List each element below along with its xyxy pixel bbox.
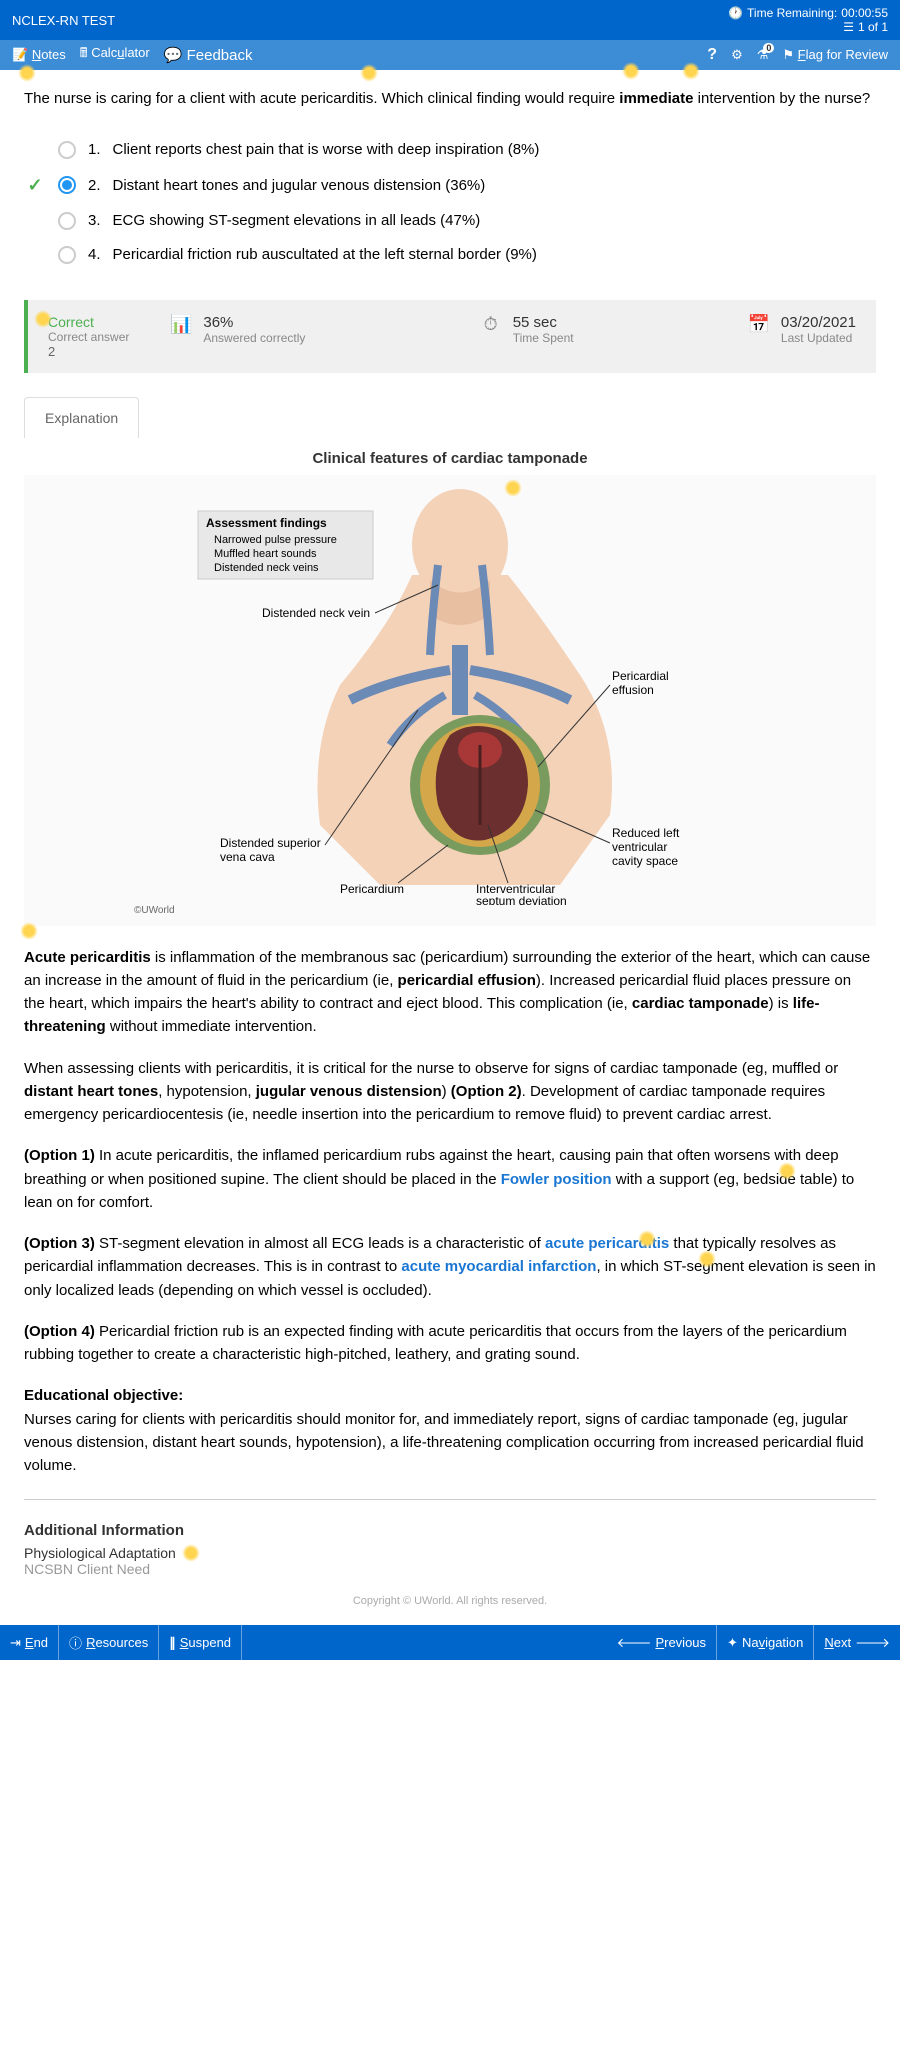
notes-button[interactable]: 📝 NNotesotes bbox=[12, 47, 66, 63]
radio-icon bbox=[58, 141, 76, 159]
resources-button[interactable]: ⓘ Resources bbox=[59, 1625, 159, 1660]
svg-text:Distended superior: Distended superior bbox=[220, 836, 321, 850]
lab-icon[interactable]: ⚗0 bbox=[757, 47, 769, 63]
previous-button[interactable]: 🡐 Previous bbox=[607, 1625, 717, 1660]
option-text: ECG showing ST-segment elevations in all… bbox=[113, 212, 481, 229]
link-pericarditis[interactable]: acute pericarditis bbox=[545, 1235, 669, 1252]
divider bbox=[24, 1499, 876, 1500]
option-3[interactable]: 3. ECG showing ST-segment elevations in … bbox=[24, 204, 876, 238]
additional-line1: Physiological Adaptation bbox=[24, 1545, 876, 1561]
link-fowler[interactable]: Fowler position bbox=[501, 1171, 612, 1188]
additional-info: Additional Information Physiological Ada… bbox=[24, 1522, 876, 1577]
additional-line2: NCSBN Client Need bbox=[24, 1561, 876, 1577]
badge-count: 0 bbox=[763, 43, 774, 53]
radio-icon bbox=[58, 212, 76, 230]
radio-icon bbox=[58, 176, 76, 194]
feedback-button[interactable]: 💬 Feedback bbox=[164, 46, 253, 64]
stat-time: ⏱ 55 secTime Spent bbox=[479, 314, 574, 345]
correct-label: Correct bbox=[48, 314, 129, 330]
calendar-icon: 📅 bbox=[747, 314, 771, 335]
box-title: Assessment findings bbox=[206, 516, 327, 530]
time-label: Time Remaining: bbox=[747, 6, 837, 20]
stack-icon: ☰ bbox=[843, 20, 854, 34]
header-right: 🕐 Time Remaining: 00:00:55 ☰ 1 of 1 bbox=[728, 6, 888, 34]
time-value: 00:00:55 bbox=[841, 6, 888, 20]
bar-chart-icon: 📊 bbox=[169, 314, 193, 335]
diagram-container: Assessment findings Narrowed pulse press… bbox=[24, 475, 876, 926]
svg-text:Distended neck vein: Distended neck vein bbox=[262, 606, 370, 620]
clock-icon: 🕐 bbox=[728, 6, 743, 20]
stats-bar: Correct Correct answer 2 📊 36%Answered c… bbox=[24, 300, 876, 373]
svg-text:Reduced left: Reduced left bbox=[612, 826, 680, 840]
footer-copyright: Copyright © UWorld. All rights reserved. bbox=[24, 1595, 876, 1607]
navigation-button[interactable]: ✦ Navigation bbox=[717, 1625, 814, 1660]
additional-title: Additional Information bbox=[24, 1522, 876, 1539]
option-1[interactable]: 1. Client reports chest pain that is wor… bbox=[24, 133, 876, 167]
question-stem: The nurse is caring for a client with ac… bbox=[24, 88, 876, 111]
svg-text:vena cava: vena cava bbox=[220, 850, 275, 864]
help-icon[interactable]: ? bbox=[707, 46, 717, 64]
tabs: Explanation bbox=[24, 397, 876, 438]
suspend-button[interactable]: ∥ Suspend bbox=[159, 1625, 242, 1660]
svg-text:Pericardial: Pericardial bbox=[612, 669, 669, 683]
option-4[interactable]: 4. Pericardial friction rub auscultated … bbox=[24, 238, 876, 272]
svg-text:Muffled heart sounds: Muffled heart sounds bbox=[214, 548, 317, 560]
link-mi[interactable]: acute myocardial infarction bbox=[401, 1258, 596, 1275]
toolbar: 📝 NNotesotes 🖩 Calculator 💬 Feedback ? ⚙… bbox=[0, 40, 900, 70]
educational-objective-title: Educational objective: bbox=[24, 1387, 183, 1404]
option-text: Client reports chest pain that is worse … bbox=[113, 141, 540, 158]
calculator-button[interactable]: 🖩 Calculator bbox=[80, 44, 150, 66]
svg-text:Narrowed pulse pressure: Narrowed pulse pressure bbox=[214, 534, 337, 546]
gear-icon[interactable]: ⚙ bbox=[731, 47, 743, 63]
svg-text:effusion: effusion bbox=[612, 683, 654, 697]
end-button[interactable]: ⇥ End bbox=[0, 1625, 59, 1660]
radio-icon bbox=[58, 246, 76, 264]
option-text: Pericardial friction rub auscultated at … bbox=[113, 246, 537, 263]
svg-text:Distended neck veins: Distended neck veins bbox=[214, 562, 319, 574]
svg-text:cavity space: cavity space bbox=[612, 854, 678, 868]
correct-block: Correct Correct answer 2 bbox=[48, 314, 129, 359]
option-2[interactable]: ✓ 2. Distant heart tones and jugular ven… bbox=[24, 167, 876, 204]
svg-text:Pericardium: Pericardium bbox=[340, 882, 404, 896]
bottom-bar: ⇥ End ⓘ Resources ∥ Suspend 🡐 Previous ✦… bbox=[0, 1625, 900, 1660]
svg-text:ventricular: ventricular bbox=[612, 840, 667, 854]
diagram-copyright: ©UWorld bbox=[134, 905, 866, 916]
options-list: 1. Client reports chest pain that is wor… bbox=[24, 133, 876, 272]
next-button[interactable]: Next 🡒 bbox=[814, 1625, 900, 1660]
anatomy-diagram: Assessment findings Narrowed pulse press… bbox=[180, 485, 720, 905]
explanation-body: Acute pericarditis is inflammation of th… bbox=[24, 946, 876, 1478]
diagram-title: Clinical features of cardiac tamponade bbox=[24, 450, 876, 467]
svg-text:septum deviation: septum deviation bbox=[476, 894, 567, 905]
question-counter: 1 of 1 bbox=[858, 20, 888, 34]
correct-answer-number: 2 bbox=[48, 344, 129, 359]
stopwatch-icon: ⏱ bbox=[479, 314, 503, 335]
stat-date: 📅 03/20/2021Last Updated bbox=[747, 314, 856, 345]
test-title: NCLEX-RN TEST bbox=[12, 13, 115, 28]
stat-percent: 📊 36%Answered correctly bbox=[169, 314, 305, 345]
option-text: Distant heart tones and jugular venous d… bbox=[113, 177, 486, 194]
check-icon: ✓ bbox=[27, 175, 42, 195]
tab-explanation[interactable]: Explanation bbox=[24, 397, 139, 438]
flag-button[interactable]: ⚑ Flag for Review bbox=[782, 47, 888, 63]
top-header: NCLEX-RN TEST 🕐 Time Remaining: 00:00:55… bbox=[0, 0, 900, 40]
